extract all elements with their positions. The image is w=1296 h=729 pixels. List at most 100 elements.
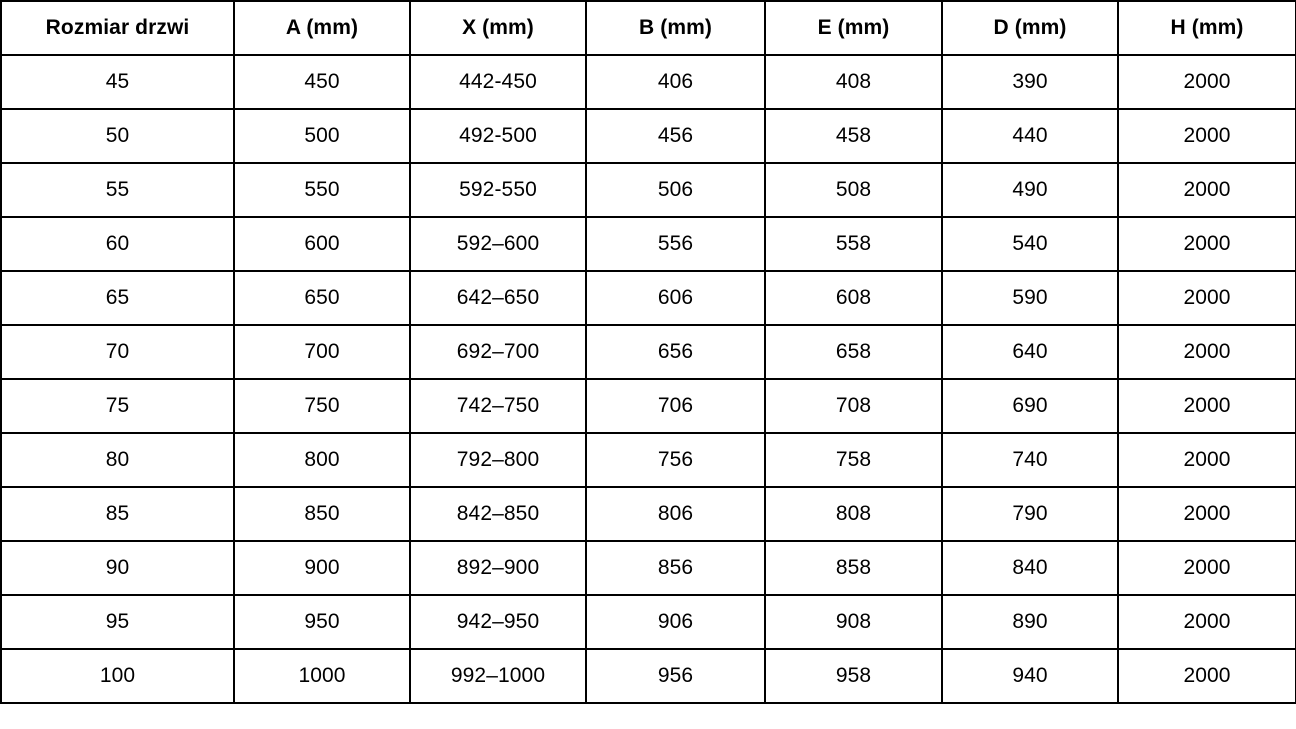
cell-a: 450 [234, 55, 411, 110]
cell-a: 850 [234, 487, 411, 542]
cell-x: 892–900 [410, 541, 587, 596]
cell-b: 456 [586, 109, 766, 164]
cell-b: 406 [586, 55, 766, 110]
cell-a: 550 [234, 163, 411, 218]
cell-rozmiar-drzwi: 95 [1, 595, 235, 650]
cell-h: 2000 [1118, 163, 1296, 218]
cell-d: 390 [942, 55, 1119, 110]
cell-d: 740 [942, 433, 1119, 488]
column-header-d: D (mm) [942, 1, 1119, 56]
table-row: 65 650 642–650 606 608 590 2000 [1, 271, 1296, 326]
cell-a: 1000 [234, 649, 411, 704]
cell-rozmiar-drzwi: 45 [1, 55, 235, 110]
cell-rozmiar-drzwi: 55 [1, 163, 235, 218]
table-body: 45 450 442-450 406 408 390 2000 50 500 4… [1, 55, 1296, 704]
table-row: 85 850 842–850 806 808 790 2000 [1, 487, 1296, 542]
cell-h: 2000 [1118, 379, 1296, 434]
cell-e: 658 [765, 325, 943, 380]
table-row: 70 700 692–700 656 658 640 2000 [1, 325, 1296, 380]
cell-d: 790 [942, 487, 1119, 542]
cell-x: 742–750 [410, 379, 587, 434]
table-row: 55 550 592-550 506 508 490 2000 [1, 163, 1296, 218]
cell-x: 592–600 [410, 217, 587, 272]
cell-h: 2000 [1118, 217, 1296, 272]
table-row: 75 750 742–750 706 708 690 2000 [1, 379, 1296, 434]
cell-e: 508 [765, 163, 943, 218]
cell-h: 2000 [1118, 649, 1296, 704]
table-row: 50 500 492-500 456 458 440 2000 [1, 109, 1296, 164]
cell-d: 940 [942, 649, 1119, 704]
door-size-dimensions-table: Rozmiar drzwi A (mm) X (mm) B (mm) E (mm… [0, 0, 1296, 704]
cell-x: 792–800 [410, 433, 587, 488]
cell-a: 750 [234, 379, 411, 434]
cell-h: 2000 [1118, 55, 1296, 110]
cell-x: 592-550 [410, 163, 587, 218]
cell-rozmiar-drzwi: 50 [1, 109, 235, 164]
cell-e: 858 [765, 541, 943, 596]
column-header-rozmiar-drzwi: Rozmiar drzwi [1, 1, 235, 56]
cell-rozmiar-drzwi: 75 [1, 379, 235, 434]
cell-b: 706 [586, 379, 766, 434]
table-row: 90 900 892–900 856 858 840 2000 [1, 541, 1296, 596]
cell-e: 808 [765, 487, 943, 542]
cell-x: 442-450 [410, 55, 587, 110]
cell-b: 556 [586, 217, 766, 272]
cell-h: 2000 [1118, 325, 1296, 380]
cell-a: 650 [234, 271, 411, 326]
cell-rozmiar-drzwi: 90 [1, 541, 235, 596]
cell-x: 692–700 [410, 325, 587, 380]
table-header-row: Rozmiar drzwi A (mm) X (mm) B (mm) E (mm… [1, 1, 1296, 56]
cell-d: 540 [942, 217, 1119, 272]
cell-b: 856 [586, 541, 766, 596]
cell-h: 2000 [1118, 595, 1296, 650]
cell-d: 840 [942, 541, 1119, 596]
cell-x: 942–950 [410, 595, 587, 650]
column-header-h: H (mm) [1118, 1, 1296, 56]
cell-rozmiar-drzwi: 85 [1, 487, 235, 542]
cell-e: 708 [765, 379, 943, 434]
cell-rozmiar-drzwi: 80 [1, 433, 235, 488]
cell-d: 690 [942, 379, 1119, 434]
cell-d: 440 [942, 109, 1119, 164]
cell-b: 806 [586, 487, 766, 542]
cell-b: 756 [586, 433, 766, 488]
cell-a: 900 [234, 541, 411, 596]
column-header-a: A (mm) [234, 1, 411, 56]
cell-e: 958 [765, 649, 943, 704]
cell-a: 800 [234, 433, 411, 488]
cell-b: 606 [586, 271, 766, 326]
cell-h: 2000 [1118, 433, 1296, 488]
cell-a: 950 [234, 595, 411, 650]
table-row: 95 950 942–950 906 908 890 2000 [1, 595, 1296, 650]
cell-h: 2000 [1118, 271, 1296, 326]
cell-rozmiar-drzwi: 60 [1, 217, 235, 272]
cell-b: 656 [586, 325, 766, 380]
cell-d: 640 [942, 325, 1119, 380]
table-row: 100 1000 992–1000 956 958 940 2000 [1, 649, 1296, 704]
table-header: Rozmiar drzwi A (mm) X (mm) B (mm) E (mm… [1, 1, 1296, 56]
table-row: 80 800 792–800 756 758 740 2000 [1, 433, 1296, 488]
cell-x: 842–850 [410, 487, 587, 542]
cell-rozmiar-drzwi: 100 [1, 649, 235, 704]
cell-a: 600 [234, 217, 411, 272]
cell-rozmiar-drzwi: 65 [1, 271, 235, 326]
column-header-e: E (mm) [765, 1, 943, 56]
table-row: 45 450 442-450 406 408 390 2000 [1, 55, 1296, 110]
cell-h: 2000 [1118, 487, 1296, 542]
cell-b: 506 [586, 163, 766, 218]
cell-e: 608 [765, 271, 943, 326]
cell-x: 642–650 [410, 271, 587, 326]
cell-h: 2000 [1118, 109, 1296, 164]
cell-a: 500 [234, 109, 411, 164]
cell-rozmiar-drzwi: 70 [1, 325, 235, 380]
cell-h: 2000 [1118, 541, 1296, 596]
column-header-x: X (mm) [410, 1, 587, 56]
cell-e: 558 [765, 217, 943, 272]
table-row: 60 600 592–600 556 558 540 2000 [1, 217, 1296, 272]
cell-b: 906 [586, 595, 766, 650]
cell-a: 700 [234, 325, 411, 380]
column-header-b: B (mm) [586, 1, 766, 56]
cell-d: 890 [942, 595, 1119, 650]
cell-d: 590 [942, 271, 1119, 326]
cell-e: 408 [765, 55, 943, 110]
